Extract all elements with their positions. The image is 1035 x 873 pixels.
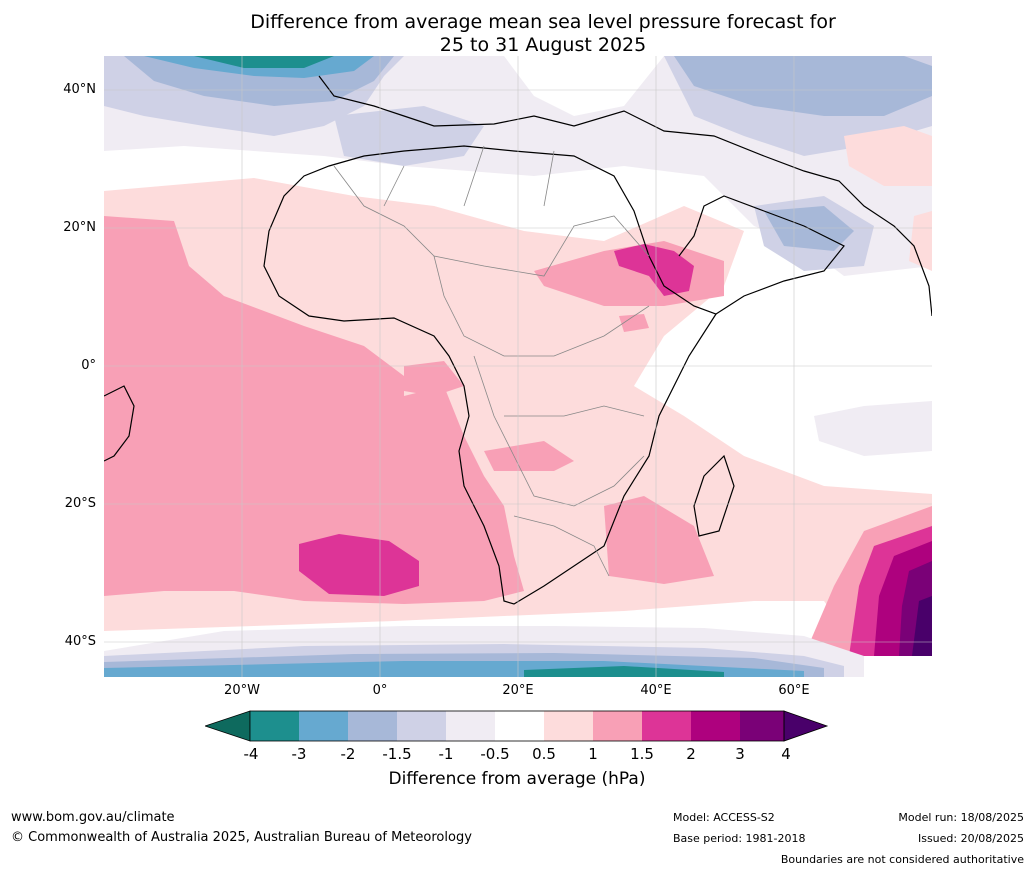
- colorbar-tick: 3: [735, 745, 745, 763]
- colorbar-tick: -3: [291, 745, 307, 763]
- positive-anomaly-1-1.5: [104, 216, 524, 604]
- colorbar-tick: -2: [340, 745, 356, 763]
- footer-issued: Issued: 20/08/2025: [917, 832, 1024, 845]
- colorbar-swatch-m4-m3: [250, 711, 299, 741]
- positive-anomaly-1.5-2: [299, 534, 419, 596]
- footer-disclaimer: Boundaries are not considered authoritat…: [780, 853, 1024, 866]
- footer-base-period: Base period: 1981-2018: [673, 832, 806, 845]
- footer-model-run: Model run: 18/08/2025: [898, 811, 1024, 824]
- footer-copyright: © Commonwealth of Australia 2025, Austra…: [11, 830, 472, 845]
- colorbar-swatch-1-1.5: [593, 711, 642, 741]
- colorbar-tick: 0.5: [532, 745, 556, 763]
- pressure-anomaly-map: [104, 56, 932, 677]
- colorbar-swatch-m3-m2: [299, 711, 348, 741]
- lon-label-60e: 60°E: [778, 683, 810, 698]
- footer-website-link[interactable]: www.bom.gov.au/climate: [11, 810, 175, 825]
- footer-model: Model: ACCESS-S2: [673, 811, 775, 824]
- lat-label-20n: 20°N: [63, 220, 96, 235]
- map-title-line-2: 25 to 31 August 2025: [439, 34, 647, 56]
- colorbar-extend-low: [205, 710, 251, 742]
- colorbar-label: Difference from average (hPa): [388, 769, 646, 789]
- colorbar-swatch-m1-m0.5: [446, 711, 495, 741]
- lon-label-40e: 40°E: [640, 683, 672, 698]
- lon-label-20w: 20°W: [224, 683, 260, 698]
- colorbar-swatch-0.5-1: [544, 711, 593, 741]
- colorbar-extend-high: [783, 710, 829, 742]
- colorbar: [205, 710, 829, 742]
- colorbar-swatch-m2-m1.5: [348, 711, 397, 741]
- colorbar-tick: -0.5: [480, 745, 510, 763]
- colorbar-tick: 2: [686, 745, 696, 763]
- lat-label-0: 0°: [81, 358, 96, 373]
- lon-label-20e: 20°E: [502, 683, 534, 698]
- lat-label-20s: 20°S: [64, 496, 96, 511]
- country-borders: [333, 145, 650, 577]
- colorbar-tick: -4: [243, 745, 259, 763]
- lat-label-40s: 40°S: [64, 634, 96, 649]
- colorbar-tick: -1.5: [382, 745, 412, 763]
- graticule: [104, 56, 932, 677]
- colorbar-swatch-3-4: [740, 711, 784, 741]
- lon-label-0: 0°: [372, 683, 388, 698]
- lat-label-40n: 40°N: [63, 82, 96, 97]
- colorbar-tick: 1.5: [630, 745, 654, 763]
- colorbar-swatch-m1.5-m1: [397, 711, 446, 741]
- colorbar-tick: -1: [438, 745, 454, 763]
- colorbar-tick: 4: [781, 745, 791, 763]
- colorbar-swatch-2-3: [691, 711, 740, 741]
- colorbar-swatch-m0.5-0.5: [495, 711, 544, 741]
- map-title-line-1: Difference from average mean sea level p…: [250, 11, 836, 33]
- colorbar-tick: 1: [588, 745, 598, 763]
- colorbar-swatch-1.5-2: [642, 711, 691, 741]
- coastlines: [104, 75, 932, 605]
